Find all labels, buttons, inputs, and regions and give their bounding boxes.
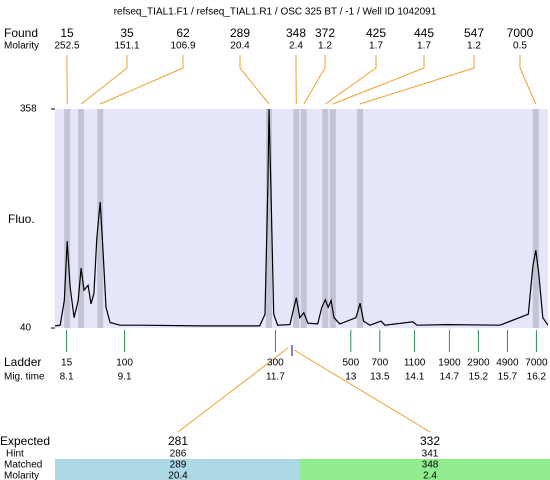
peak-band [78, 109, 85, 328]
ladder-time: 9.1 [118, 372, 132, 383]
found-size: 7000 [507, 26, 534, 40]
found-link [303, 55, 326, 105]
ladder-size: 500 [342, 358, 359, 369]
found-link [519, 55, 537, 105]
peak-band [532, 109, 539, 328]
found-link [80, 55, 128, 105]
found-molarity: 1.7 [369, 41, 383, 52]
ladder-time: 13.5 [370, 372, 390, 383]
ladder-size: 15 [61, 358, 73, 369]
found-size: 372 [315, 26, 335, 40]
found-molarity: 252.5 [54, 41, 79, 52]
found-molarity: 106.9 [170, 41, 195, 52]
found-molarity: 0.5 [513, 41, 527, 52]
found-link [332, 55, 425, 105]
found-label: Found [4, 26, 38, 40]
matched-molarity: 2.4 [423, 471, 437, 480]
found-molarity: 20.4 [230, 41, 250, 52]
ladder-time: 14.7 [440, 372, 460, 383]
found-size: 15 [60, 26, 74, 40]
y-tick-label: 358 [20, 104, 37, 115]
matched-molarity: 20.4 [168, 471, 188, 480]
trace [54, 108, 549, 327]
ladder-time: 11.7 [266, 372, 285, 383]
found-link [359, 55, 475, 105]
ladder-size: 1100 [404, 358, 426, 369]
ladder-size: 100 [116, 358, 133, 369]
ladder-size: 7000 [525, 358, 548, 369]
hint: 341 [422, 449, 439, 460]
y-label: Fluo. [8, 212, 35, 226]
ladder-time: 16.2 [527, 372, 547, 383]
expected-size: 281 [168, 434, 188, 448]
peak-band [322, 109, 329, 328]
found-molarity: 1.7 [417, 41, 431, 52]
found-molarity: 1.2 [467, 41, 481, 52]
ladder-time: 8.1 [60, 372, 74, 383]
found-link [324, 55, 377, 105]
ladder-size: 700 [371, 358, 388, 369]
ladder-size: 4900 [496, 358, 519, 369]
expected-label: Expected [0, 434, 50, 448]
ladder-size: 300 [267, 358, 284, 369]
ladder-time: 15.2 [469, 372, 489, 383]
found-size: 547 [464, 26, 484, 40]
found-molarity: 151.1 [114, 41, 139, 52]
peak-band [293, 109, 300, 328]
ladder-time: 15.7 [498, 372, 518, 383]
peak-band [266, 109, 273, 328]
found-molarity: 2.4 [289, 41, 303, 52]
ladder-time: 14.1 [405, 372, 425, 383]
matched: 348 [422, 460, 439, 471]
molarity-label: Molarity [4, 41, 39, 52]
chart-title: refseq_TIAL1.F1 / refseq_TIAL1.R1 / OSC … [114, 7, 437, 18]
found-molarity: 1.2 [318, 41, 332, 52]
peak-band [97, 109, 104, 328]
found-size: 62 [176, 26, 190, 40]
matched-band-2 [300, 459, 550, 480]
expected-size: 332 [420, 434, 440, 448]
peak-band [357, 109, 364, 328]
ladder-label: Ladder [4, 355, 41, 369]
found-size: 289 [230, 26, 250, 40]
matched: 289 [170, 460, 187, 471]
mig-time-label: Mig. time [4, 372, 45, 383]
found-link [239, 55, 270, 105]
found-size: 445 [414, 26, 434, 40]
peak-band [300, 109, 307, 328]
matched-label: Matched [4, 460, 42, 471]
expected-link [293, 349, 431, 433]
y-tick-label: 40 [20, 323, 32, 334]
found-size: 348 [286, 26, 306, 40]
found-link [100, 55, 184, 105]
hint: 286 [170, 449, 187, 460]
molarity-label-2: Molarity [4, 471, 39, 480]
peak-band [64, 109, 71, 328]
ladder-time: 13 [345, 372, 357, 383]
peak-band [329, 109, 336, 328]
found-size: 425 [366, 26, 386, 40]
found-size: 35 [120, 26, 134, 40]
matched-band-1 [55, 459, 300, 480]
hint-label: Hint [6, 449, 24, 460]
expected-link [177, 347, 289, 433]
ladder-size: 1900 [438, 358, 461, 369]
ladder-size: 2900 [467, 358, 490, 369]
